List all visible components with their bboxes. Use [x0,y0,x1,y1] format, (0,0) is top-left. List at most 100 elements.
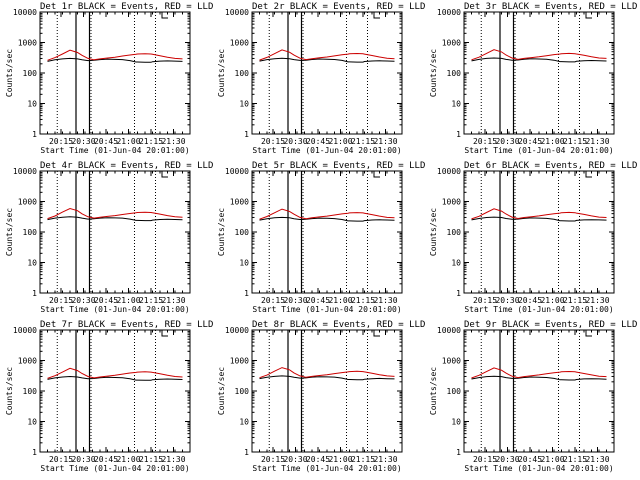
corner-marker [373,171,380,178]
x-tick-label: 21:00 [116,296,140,305]
y-tick-label: 10000 [225,8,249,17]
series-line-lld [471,49,607,61]
series-line-events [259,375,395,381]
panel-det-6: Det 6r BLACK = Events, RED = LLD 1 10 100 10… [429,161,637,314]
x-tick-label: 21:30 [373,137,397,146]
y-axis-label: Counts/sec [217,49,226,97]
series-line-lld [259,367,395,379]
corner-marker [373,330,380,337]
corner-marker [585,171,592,178]
x-tick-label: 21:15 [139,137,163,146]
x-axis-label: Start Time (01-Jun-04 20:01:00) [40,464,189,473]
x-tick-label: 20:45 [94,137,118,146]
panel-det-3: Det 3r BLACK = Events, RED = LLD 1 10 100 10… [429,2,637,155]
y-tick-label: 10 [27,259,37,268]
plot-frame [39,11,191,135]
plot-frame [463,11,615,135]
y-tick-label: 1 [456,130,461,139]
x-tick-label: 21:30 [373,296,397,305]
panel-det-1: Det 1r BLACK = Events, RED = LLD 1 10 100 10… [5,2,213,155]
y-tick-label: 10000 [13,167,37,176]
x-tick-label: 21:30 [585,455,609,464]
x-tick-label: 21:30 [373,455,397,464]
x-tick-label: 21:00 [540,296,564,305]
series-line-events [259,57,395,63]
series-line-lld [47,49,183,61]
panel-det-5: Det 5r BLACK = Events, RED = LLD 1 10 100 10… [217,161,425,314]
y-tick-label: 10 [239,100,249,109]
y-tick-label: 1 [32,289,37,298]
y-tick-label: 1 [244,289,249,298]
y-tick-label: 1 [244,448,249,457]
panel-title: Det 8r BLACK = Events, RED = LLD [252,320,425,330]
x-tick-label: 21:15 [139,455,163,464]
y-tick-label: 1000 [442,357,461,366]
corner-marker [161,12,168,19]
x-axis-label: Start Time (01-Jun-04 20:01:00) [252,305,401,314]
y-tick-label: 100 [23,228,38,237]
x-tick-label: 21:00 [328,137,352,146]
y-axis-label: Counts/sec [5,367,14,415]
y-tick-label: 10000 [225,167,249,176]
y-tick-label: 1000 [18,198,37,207]
y-tick-label: 100 [23,69,38,78]
corner-marker [161,171,168,178]
y-axis-label: Counts/sec [217,367,226,415]
x-tick-label: 20:45 [518,296,542,305]
y-tick-label: 100 [23,387,38,396]
x-axis-label: Start Time (01-Jun-04 20:01:00) [252,464,401,473]
x-tick-label: 21:15 [563,137,587,146]
x-axis-label: Start Time (01-Jun-04 20:01:00) [464,146,613,155]
y-tick-label: 10000 [437,326,461,335]
x-tick-label: 20:45 [94,455,118,464]
x-tick-label: 21:15 [351,296,375,305]
y-tick-label: 1000 [18,357,37,366]
y-axis-label: Counts/sec [429,367,438,415]
series-line-lld [471,208,607,220]
x-tick-label: 20:15 [49,455,73,464]
series-line-events [259,216,395,222]
x-tick-label: 21:00 [116,137,140,146]
x-tick-label: 20:15 [473,137,497,146]
panel-det-7: Det 7r BLACK = Events, RED = LLD 1 10 100 10… [5,320,213,473]
y-tick-label: 10000 [225,326,249,335]
y-axis-label: Counts/sec [217,208,226,256]
corner-marker [373,12,380,19]
y-tick-label: 1000 [230,39,249,48]
plot-frame [39,170,191,294]
series-line-events [47,375,183,381]
y-tick-label: 1 [456,448,461,457]
y-axis-label: Counts/sec [5,208,14,256]
series-line-events [471,375,607,381]
x-tick-label: 20:30 [495,137,519,146]
series-line-lld [47,367,183,379]
corner-marker [585,330,592,337]
x-tick-label: 20:15 [261,137,285,146]
x-tick-label: 21:00 [116,455,140,464]
series-line-lld [471,367,607,379]
series-line-events [47,216,183,222]
x-tick-label: 20:30 [495,296,519,305]
x-tick-label: 21:30 [161,455,185,464]
plot-frame [39,329,191,453]
y-tick-label: 1 [244,130,249,139]
y-tick-label: 10000 [437,8,461,17]
x-tick-label: 21:15 [351,455,375,464]
panel-det-2: Det 2r BLACK = Events, RED = LLD 1 10 100 10… [217,2,425,155]
plot-frame [251,329,403,453]
panel-title: Det 1r BLACK = Events, RED = LLD [40,2,213,12]
panel-det-8: Det 8r BLACK = Events, RED = LLD 1 10 100 10… [217,320,425,473]
x-tick-label: 21:00 [328,455,352,464]
x-tick-label: 20:30 [71,137,95,146]
x-tick-label: 20:30 [71,296,95,305]
x-tick-label: 21:00 [540,455,564,464]
y-tick-label: 10000 [13,326,37,335]
y-tick-label: 10000 [13,8,37,17]
x-tick-label: 21:00 [540,137,564,146]
x-tick-label: 20:15 [261,296,285,305]
series-line-events [471,216,607,222]
x-tick-label: 20:30 [283,296,307,305]
series-line-events [471,57,607,63]
y-tick-label: 1 [32,130,37,139]
x-axis-label: Start Time (01-Jun-04 20:01:00) [464,464,613,473]
